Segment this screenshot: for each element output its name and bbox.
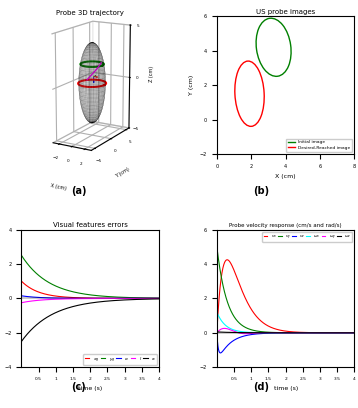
- Title: Probe 3D trajectory: Probe 3D trajectory: [56, 10, 124, 16]
- X-axis label: time (s): time (s): [274, 386, 298, 392]
- Text: (d): (d): [253, 381, 269, 392]
- Y-axis label: Y (cm): Y (cm): [189, 75, 194, 95]
- X-axis label: X (cm): X (cm): [275, 174, 296, 179]
- Title: Visual features errors: Visual features errors: [53, 222, 128, 228]
- X-axis label: time (s): time (s): [78, 386, 102, 392]
- Legend: $x_g$, $y_g$, $\alpha$, $l$, $a$: $x_g$, $y_g$, $\alpha$, $l$, $a$: [83, 354, 157, 365]
- Title: US probe images: US probe images: [256, 9, 315, 15]
- Title: Probe velocity response (cm/s and rad/s): Probe velocity response (cm/s and rad/s): [229, 223, 342, 228]
- Text: (a): (a): [71, 186, 87, 196]
- Y-axis label: Y (cm): Y (cm): [115, 166, 131, 179]
- Text: (b): (b): [253, 186, 270, 196]
- Legend: $v_x$, $v_y$, $v_z$, $\omega_x$, $\omega_y$, $\omega_z$: $v_x$, $v_y$, $v_z$, $\omega_x$, $\omega…: [262, 232, 352, 242]
- Text: (c): (c): [71, 381, 86, 392]
- X-axis label: X (cm): X (cm): [50, 183, 67, 191]
- Legend: Initial image, Desired-Reached image: Initial image, Desired-Reached image: [286, 139, 352, 152]
